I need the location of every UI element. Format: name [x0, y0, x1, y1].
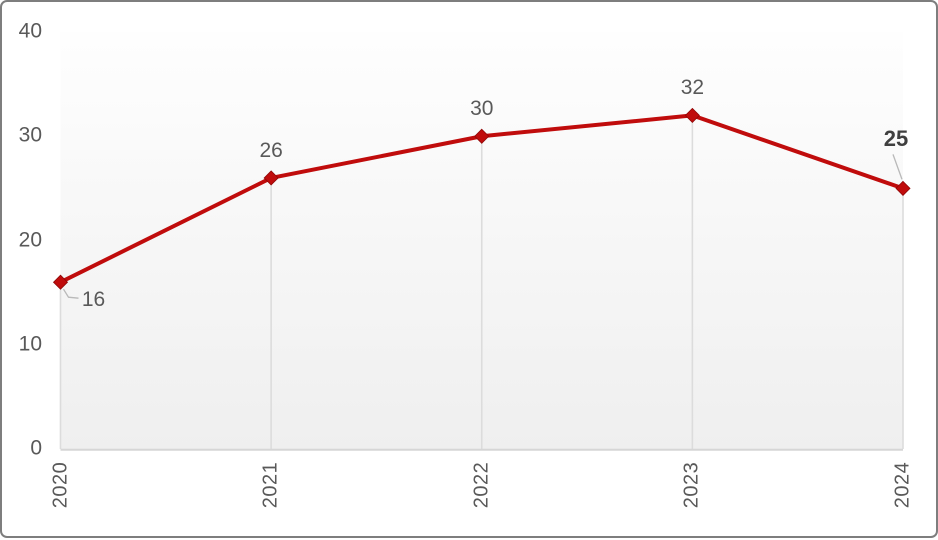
- x-tick-label: 2020: [49, 461, 71, 509]
- y-tick-label: 0: [30, 436, 42, 460]
- data-label: 30: [470, 97, 494, 121]
- data-point-marker: [263, 170, 279, 186]
- leader-line-last: [892, 154, 903, 180]
- x-tick-label: 2024: [891, 461, 914, 509]
- data-label: 25: [883, 126, 909, 152]
- y-tick-label: 30: [18, 123, 42, 147]
- data-point-marker: [895, 180, 911, 196]
- data-point-marker: [684, 107, 700, 123]
- data-point-marker: [474, 128, 490, 144]
- x-tick-label: 2021: [259, 461, 282, 509]
- y-tick-label: 20: [18, 228, 42, 252]
- data-point-marker: [52, 274, 69, 290]
- y-tick-label: 40: [18, 19, 42, 43]
- data-label: 32: [680, 76, 705, 100]
- data-label: 26: [259, 138, 283, 162]
- data-label: 16: [81, 288, 106, 312]
- leader-line-first: [62, 288, 79, 299]
- y-tick-label: 10: [18, 332, 42, 356]
- x-tick-label: 2022: [470, 461, 493, 509]
- x-tick-label: 2023: [680, 461, 703, 509]
